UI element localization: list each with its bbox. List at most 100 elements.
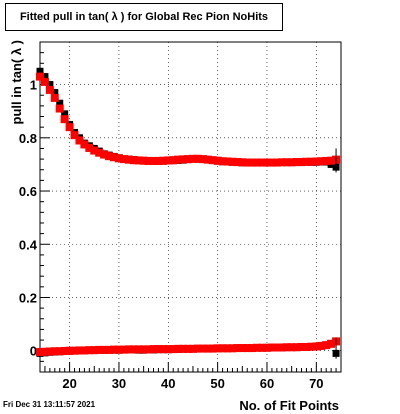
data-point (105, 152, 114, 161)
data-point (114, 154, 123, 163)
data-point (277, 343, 286, 352)
data-point (144, 345, 153, 354)
data-point (258, 158, 267, 167)
data-point (40, 77, 49, 86)
data-point (307, 157, 316, 166)
data-point (41, 73, 49, 81)
data-point (56, 99, 64, 107)
data-point (50, 93, 59, 102)
data-point (164, 345, 173, 354)
data-point (55, 104, 64, 113)
data-point (36, 348, 44, 357)
data-point (159, 345, 168, 354)
data-point (61, 110, 69, 118)
data-point (292, 343, 301, 352)
data-marks (36, 67, 341, 359)
data-point (297, 342, 306, 351)
data-point (218, 157, 227, 166)
data-point (139, 156, 148, 165)
data-point (317, 341, 326, 350)
data-point (45, 347, 54, 356)
data-point (36, 67, 44, 75)
chart-title: Fitted pull in tan( λ ) for Global Rec P… (5, 3, 283, 31)
data-point (203, 344, 212, 353)
y-tick-label: 0.2 (19, 290, 37, 305)
data-point (46, 81, 54, 89)
data-point (65, 123, 74, 132)
data-point (144, 156, 153, 165)
y-tick-label: 0 (30, 344, 37, 359)
data-point (213, 344, 222, 353)
data-point (223, 157, 232, 166)
data-point (184, 155, 193, 164)
data-point (188, 154, 197, 163)
y-tick-label: 0.6 (19, 184, 37, 199)
data-point (154, 345, 163, 354)
data-point (292, 158, 301, 167)
data-point (51, 89, 59, 97)
data-point (233, 344, 242, 353)
data-point (70, 346, 79, 355)
data-point (95, 148, 104, 157)
data-point (322, 156, 331, 165)
data-point (95, 345, 104, 354)
data-point (110, 153, 119, 162)
data-point (312, 157, 321, 166)
data-point (169, 156, 178, 165)
data-point (243, 158, 252, 167)
data-point (272, 158, 281, 167)
data-point (149, 156, 158, 165)
data-point (208, 156, 217, 165)
data-point (193, 154, 202, 163)
data-point (282, 158, 291, 167)
data-point (267, 158, 276, 167)
series-sigma-fit (36, 72, 341, 167)
data-point (85, 346, 94, 355)
x-tick-label: 70 (309, 376, 323, 391)
data-point (287, 343, 296, 352)
x-axis-label: No. of Fit Points (239, 398, 339, 413)
data-point (322, 341, 331, 350)
data-point (203, 155, 212, 164)
data-point (208, 344, 217, 353)
data-point (327, 339, 336, 348)
axis-ticks: 20 30 40 50 60 70 0 0.2 0.4 0.6 0.8 1 (19, 52, 342, 391)
data-point (90, 146, 99, 155)
x-tick-label: 60 (260, 376, 274, 391)
data-point (80, 140, 89, 149)
data-point (100, 150, 109, 159)
data-point (213, 156, 222, 165)
data-point (119, 345, 128, 354)
data-point (50, 347, 59, 356)
data-point (124, 155, 133, 164)
data-point (223, 344, 232, 353)
data-point (297, 158, 306, 167)
data-point (70, 131, 79, 140)
data-point (119, 155, 128, 164)
data-point (267, 343, 276, 352)
data-point (65, 346, 74, 355)
data-point (302, 342, 311, 351)
data-point (258, 343, 267, 352)
data-point (75, 346, 84, 355)
data-point (75, 136, 84, 145)
data-point (114, 345, 123, 354)
data-point (60, 115, 69, 124)
data-point (327, 156, 336, 165)
data-point (90, 346, 99, 355)
data-point (188, 344, 197, 353)
data-point (85, 143, 94, 152)
series-mean-fit (36, 337, 341, 357)
data-point (105, 345, 114, 354)
data-point (129, 156, 138, 165)
data-point (233, 158, 242, 167)
data-point (317, 157, 326, 166)
data-point (174, 155, 183, 164)
data-point (149, 345, 158, 354)
plot-frame (39, 41, 342, 373)
data-point (179, 344, 188, 353)
data-point (312, 342, 321, 351)
data-point (174, 344, 183, 353)
data-point (228, 157, 237, 166)
data-point (124, 345, 133, 354)
